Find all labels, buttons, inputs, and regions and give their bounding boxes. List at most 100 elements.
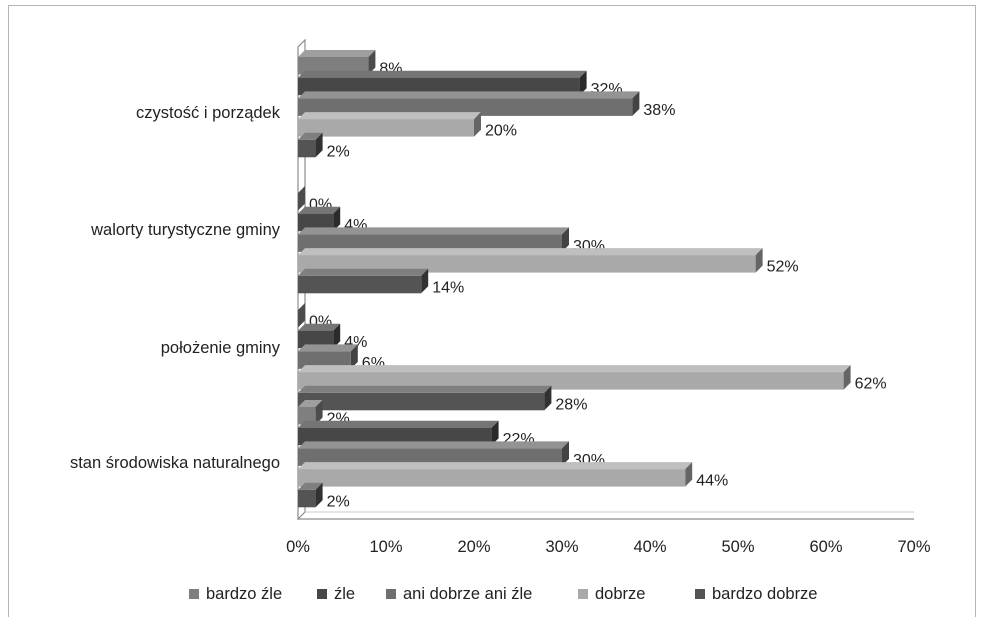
- bar-end-face: [315, 482, 323, 508]
- bar-front-face: [298, 77, 580, 96]
- x-tick-label: 30%: [545, 538, 578, 556]
- bar-end-face: [544, 385, 552, 411]
- chart-frame: [8, 5, 976, 617]
- bar-top-face: [298, 248, 763, 256]
- data-label: 44%: [696, 473, 728, 490]
- bar-top-face: [298, 400, 323, 407]
- bar-front-face: [298, 213, 334, 232]
- bar: 62%: [298, 365, 887, 393]
- bar-end-face: [315, 400, 323, 425]
- bar: 38%: [298, 91, 675, 119]
- bar-end-face: [315, 132, 323, 158]
- bar-end-face: [350, 344, 358, 369]
- bar-top-face: [298, 323, 341, 331]
- bar-top-face: [298, 70, 587, 78]
- bar-front-face: [298, 489, 316, 508]
- data-label: 38%: [643, 102, 675, 119]
- bar: 20%: [298, 112, 517, 140]
- bar-end-face: [421, 268, 429, 294]
- legend-label: źle: [334, 585, 355, 603]
- bar-front-face: [298, 427, 492, 446]
- bar-front-face: [298, 372, 844, 390]
- x-tick-label: 20%: [457, 538, 490, 556]
- data-label: 28%: [555, 396, 587, 413]
- legend-label: bardzo dobrze: [712, 585, 818, 603]
- bar-end-face: [333, 323, 341, 349]
- bar-front-face: [298, 330, 334, 349]
- x-tick-label: 40%: [633, 538, 666, 556]
- bar-end-face: [843, 365, 851, 390]
- bar-front-face: [298, 234, 562, 252]
- bar-front-face: [298, 469, 686, 487]
- legend-label: ani dobrze ani źle: [403, 585, 532, 603]
- bar-front-face: [298, 255, 756, 273]
- bar-front-face: [298, 119, 474, 137]
- bar-end-face: [368, 50, 376, 75]
- legend-label: bardzo źle: [206, 585, 282, 603]
- bar: 30%: [298, 441, 605, 469]
- bar: 32%: [298, 70, 623, 98]
- bar-top-face: [298, 227, 569, 235]
- legend-label: dobrze: [595, 585, 645, 603]
- bar: 4%: [298, 323, 367, 351]
- bar-top-face: [298, 268, 429, 276]
- bar: 2%: [298, 132, 350, 160]
- bar: 14%: [298, 268, 464, 296]
- bar-end-face: [474, 112, 481, 137]
- x-tick-label: 50%: [721, 538, 754, 556]
- bar-end-face: [579, 70, 587, 96]
- x-tick-label: 0%: [286, 538, 310, 556]
- bar-end-face: [562, 441, 569, 466]
- bar-front-face: [298, 407, 316, 425]
- data-label: 20%: [485, 123, 517, 140]
- bar-top-face: [298, 482, 323, 490]
- bar-end-face: [491, 420, 499, 446]
- bar-top-face: [298, 132, 323, 140]
- category-label: stan środowiska naturalnego: [70, 454, 280, 472]
- data-label: 2%: [327, 493, 350, 510]
- data-label: 62%: [855, 376, 887, 393]
- bar-top-face: [298, 420, 499, 428]
- data-label: 2%: [327, 143, 350, 160]
- bar-end-face: [562, 227, 569, 252]
- bar-end-face: [632, 91, 640, 116]
- bar-end-face: [298, 186, 305, 211]
- legend-swatch: [578, 589, 588, 599]
- bar-front-face: [298, 275, 422, 294]
- bar-top-face: [298, 462, 693, 470]
- bar-top-face: [298, 112, 481, 120]
- bar-front-face: [298, 351, 351, 369]
- bar-front-face: [298, 57, 369, 75]
- bar-top-face: [298, 441, 569, 449]
- x-tick-label: 60%: [809, 538, 842, 556]
- bar-top-face: [298, 206, 341, 214]
- bar: 44%: [298, 462, 728, 490]
- category-label: czystość i porządek: [136, 104, 281, 122]
- category-label: walorty turystyczne gminy: [90, 221, 281, 239]
- bar-top-face: [298, 365, 851, 373]
- bar-front-face: [298, 139, 316, 158]
- legend-swatch: [695, 589, 705, 599]
- bar: 2%: [298, 482, 350, 510]
- bar-front-face: [298, 98, 633, 116]
- bar: 52%: [298, 248, 799, 276]
- bar-top-face: [298, 385, 552, 393]
- bar-end-face: [685, 462, 693, 487]
- legend-swatch: [386, 589, 396, 599]
- x-tick-label: 10%: [369, 538, 402, 556]
- legend-swatch: [189, 589, 199, 599]
- data-label: 14%: [432, 279, 464, 296]
- data-label: 52%: [767, 259, 799, 276]
- category-label: położenie gminy: [161, 339, 281, 357]
- bar-top-face: [298, 50, 376, 57]
- bar-top-face: [298, 344, 358, 352]
- bar-front-face: [298, 448, 562, 466]
- bar-end-face: [298, 303, 305, 328]
- bar-end-face: [333, 206, 341, 232]
- bar-front-face: [298, 392, 545, 411]
- bar-top-face: [298, 91, 640, 99]
- x-tick-label: 70%: [897, 538, 930, 556]
- bar: 28%: [298, 385, 587, 413]
- legend-swatch: [317, 589, 327, 599]
